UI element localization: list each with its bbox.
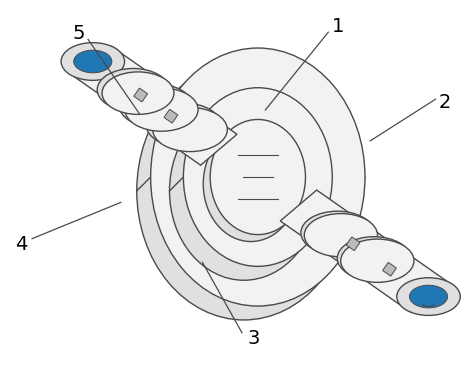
Text: 5: 5: [72, 24, 85, 43]
Ellipse shape: [337, 237, 410, 280]
Ellipse shape: [146, 103, 221, 147]
Polygon shape: [164, 109, 178, 123]
Text: 4: 4: [15, 235, 28, 254]
Text: 2: 2: [439, 93, 451, 112]
Ellipse shape: [151, 48, 365, 306]
Text: 1: 1: [331, 17, 344, 36]
Polygon shape: [383, 262, 396, 276]
Ellipse shape: [74, 50, 112, 73]
Ellipse shape: [409, 285, 447, 308]
Ellipse shape: [97, 69, 169, 111]
Ellipse shape: [397, 278, 460, 315]
Polygon shape: [346, 237, 360, 251]
Ellipse shape: [119, 84, 192, 127]
Ellipse shape: [137, 62, 351, 320]
Ellipse shape: [125, 88, 198, 131]
Ellipse shape: [304, 214, 377, 257]
Ellipse shape: [210, 119, 306, 235]
Text: 3: 3: [248, 330, 260, 349]
Polygon shape: [280, 190, 447, 312]
Ellipse shape: [61, 43, 125, 80]
Ellipse shape: [341, 239, 414, 283]
Ellipse shape: [203, 126, 298, 242]
Ellipse shape: [183, 88, 332, 266]
Ellipse shape: [301, 211, 374, 254]
Ellipse shape: [170, 101, 318, 280]
Ellipse shape: [102, 72, 174, 114]
Polygon shape: [134, 88, 148, 102]
Ellipse shape: [153, 108, 227, 151]
Polygon shape: [75, 46, 237, 165]
